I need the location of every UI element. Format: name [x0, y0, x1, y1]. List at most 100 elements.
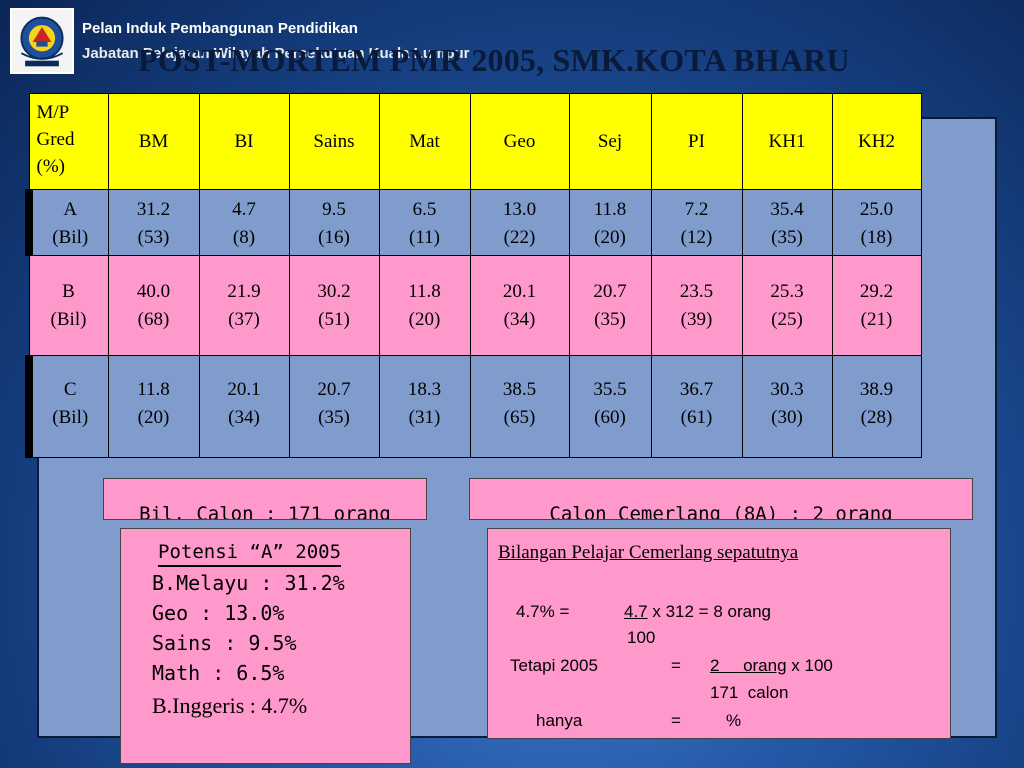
header-cell-subject: KH2: [831, 93, 922, 190]
cell-percent: 20.1: [227, 379, 261, 400]
potential-line: B.Melayu : 31.2%: [152, 571, 345, 595]
table-cell: 25.0 (18): [831, 189, 922, 256]
table-header-row: M/P Gred (%) BM BI Sains Mat Geo Sej PI …: [28, 93, 922, 190]
cell-percent: 20.1: [502, 281, 537, 302]
table-row-grade-b: B (Bil) 40.0 (68) 21.9 (37) 30.2 (51) 11.8 (…: [28, 255, 922, 356]
calc-line2-rest: x 100: [786, 656, 833, 675]
table-cell: 31.2 (53): [107, 189, 200, 256]
calc-line1-fraction: 4.7 x 312 = 8 orang: [624, 601, 771, 623]
cell-count: (20): [137, 407, 170, 428]
grade-table: M/P Gred (%) BM BI Sains Mat Geo Sej PI …: [25, 93, 922, 458]
cell-count: (31): [408, 407, 441, 428]
header-label-mp: M/P: [36, 102, 70, 123]
calc-line3-left: hanya: [536, 711, 583, 730]
table-cell: 6.5 (11): [378, 189, 471, 256]
potential-line: Sains : 9.5%: [152, 631, 297, 655]
cell-percent: 20.7: [317, 379, 351, 400]
calc-line2-denominator: 171 calon: [710, 683, 789, 702]
potential-a-title: Potensi “A” 2005: [158, 539, 342, 567]
cell-count: (20): [594, 227, 626, 248]
grade-letter: B: [62, 281, 75, 302]
table-cell: 35.4 (35): [741, 189, 833, 256]
table-cell: 25.3 (25): [741, 255, 833, 356]
cell-percent: 29.2: [859, 281, 894, 302]
table-cell: 23.5 (39): [650, 255, 743, 356]
total-candidates-box: Bil. Calon : 171 orang: [103, 478, 427, 520]
header-label-percent: (%): [36, 156, 65, 177]
table-cell: 36.7 (61): [650, 355, 743, 458]
cell-count: (22): [503, 227, 536, 248]
cell-percent: 9.5: [322, 199, 346, 220]
table-cell: 21.9 (37): [198, 255, 290, 356]
cell-count: (16): [318, 227, 350, 248]
cell-percent: 18.3: [407, 379, 442, 400]
cell-count: (61): [680, 407, 713, 428]
grade-unit: (Bil): [50, 309, 87, 330]
total-candidates-label: Bil. Calon : 171 orang: [139, 503, 391, 520]
cell-count: (35): [318, 407, 350, 428]
cell-percent: 11.8: [137, 379, 170, 400]
table-cell: 40.0 (68): [107, 255, 200, 356]
cell-percent: 7.2: [684, 199, 709, 220]
table-cell: 20.7 (35): [568, 255, 652, 356]
calc-line1-numerator: 4.7: [624, 602, 648, 621]
grade-unit: (Bil): [52, 407, 89, 428]
calc-line1-rest: x 312 = 8 orang: [647, 602, 771, 621]
table-cell: 38.9 (28): [831, 355, 922, 458]
table-cell: 11.8 (20): [568, 189, 652, 256]
table-cell: 13.0 (22): [469, 189, 570, 256]
cell-percent: 6.5: [412, 199, 437, 220]
cell-percent: 38.5: [502, 379, 537, 400]
table-cell: 30.3 (30): [741, 355, 833, 458]
table-cell: 4.7 (8): [198, 189, 290, 256]
calc-line2-fraction: 2 orang x 100: [710, 655, 833, 677]
grade-letter: A: [63, 199, 78, 220]
ministry-logo: [10, 8, 74, 74]
cell-count: (60): [594, 407, 626, 428]
cell-percent: 13.0: [502, 199, 537, 220]
table-cell: 11.8 (20): [378, 255, 471, 356]
potential-a-box: Potensi “A” 2005 B.Melayu : 31.2% Geo : …: [120, 528, 411, 764]
excellent-candidates-box: Calon Cemerlang (8A) : 2 orang: [469, 478, 973, 520]
cell-percent: 21.9: [227, 281, 261, 302]
calc-line1-left: 4.7% =: [516, 602, 570, 621]
calc-line3-value: %: [726, 711, 742, 730]
cell-count: (37): [228, 309, 260, 330]
header-cell-subject: Sains: [288, 93, 380, 190]
cell-percent: 4.7: [232, 199, 256, 220]
grade-label-cell: B (Bil): [28, 255, 109, 356]
calc-line2-eq: =: [671, 656, 681, 675]
cell-count: (35): [594, 309, 626, 330]
header-cell-subject: BM: [107, 93, 200, 190]
cell-percent: 11.8: [408, 281, 441, 302]
cell-count: (8): [232, 227, 256, 248]
cell-percent: 36.7: [679, 379, 714, 400]
header-cell-subject: KH1: [741, 93, 833, 190]
org-name-line2: Jabatan Pelajaran Wilayah Persekutuan Ku…: [82, 45, 470, 62]
cell-percent: 30.3: [770, 379, 804, 400]
header-cell-subject: BI: [198, 93, 290, 190]
cell-percent: 40.0: [136, 281, 171, 302]
grade-label-cell: A (Bil): [25, 189, 109, 256]
calculation-title: Bilangan Pelajar Cemerlang sepatutnya: [498, 542, 799, 563]
table-cell: 20.1 (34): [198, 355, 290, 458]
header-cell-subject: PI: [650, 93, 743, 190]
table-cell: 20.7 (35): [288, 355, 380, 458]
cell-count: (34): [503, 309, 536, 330]
org-name-line1: Pelan Induk Pembangunan Pendidikan: [82, 20, 358, 37]
cell-count: (21): [860, 309, 893, 330]
cell-count: (18): [860, 227, 893, 248]
grade-unit: (Bil): [52, 227, 89, 248]
cell-percent: 20.7: [593, 281, 627, 302]
cell-count: (34): [228, 407, 260, 428]
table-cell: 11.8 (20): [107, 355, 200, 458]
table-cell: 9.5 (16): [288, 189, 380, 256]
table-cell: 29.2 (21): [831, 255, 922, 356]
table-row-grade-a: A (Bil) 31.2 (53) 4.7 (8) 9.5 (16) 6.5 (11) …: [25, 189, 922, 256]
cell-count: (53): [137, 227, 170, 248]
cell-percent: 25.0: [859, 199, 894, 220]
cell-percent: 38.9: [859, 379, 894, 400]
potential-line: B.Inggeris : 4.7%: [152, 693, 308, 718]
cell-count: (30): [771, 407, 803, 428]
cell-count: (28): [860, 407, 893, 428]
